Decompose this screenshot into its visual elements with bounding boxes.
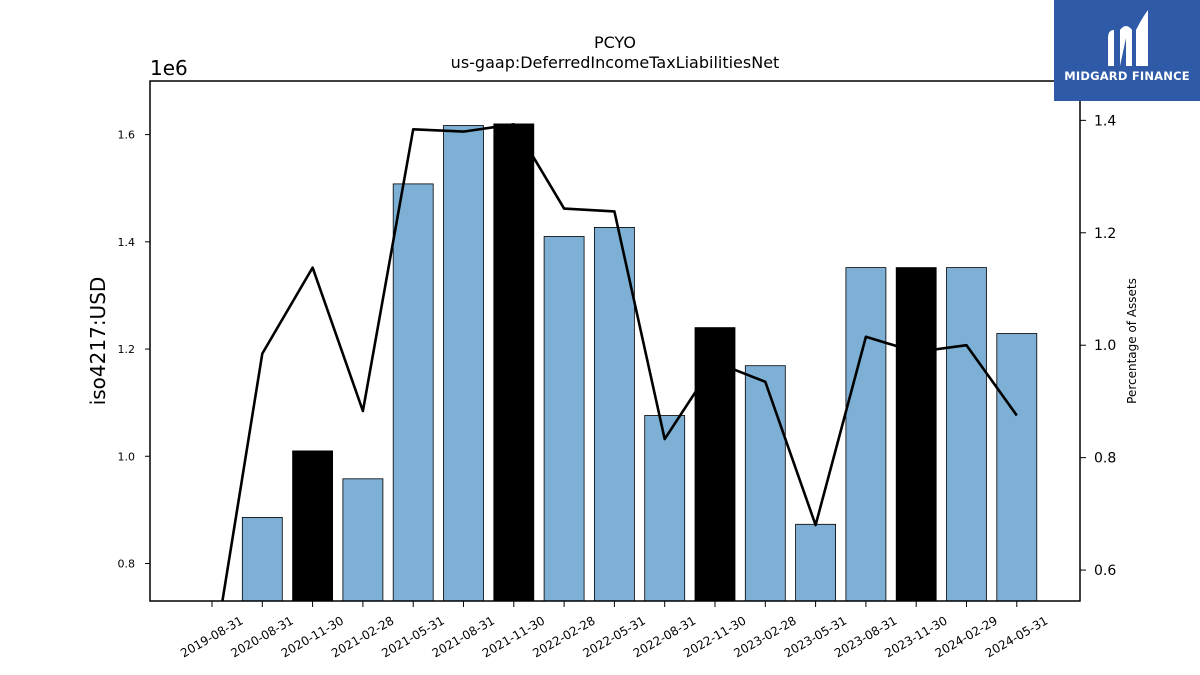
bar: [644, 415, 686, 602]
bar: [845, 267, 887, 602]
chart-title: PCYO: [594, 33, 636, 52]
bar: [392, 183, 434, 602]
bar: [241, 517, 283, 602]
bar: [996, 333, 1038, 602]
y-tick-label: 1.6: [118, 129, 136, 142]
line-group: [221, 123, 1018, 601]
bar: [443, 125, 484, 602]
bar: [744, 365, 786, 602]
y2-tick-label: 0.8: [1094, 451, 1116, 467]
chart-subtitle: us-gaap:DeferredIncomeTaxLiabilitiesNet: [451, 53, 780, 72]
midgard-finance-logo-icon: [1108, 10, 1148, 66]
y2-tick-label: 1.2: [1094, 226, 1116, 242]
y2-tick-label: 0.6: [1094, 563, 1116, 579]
y-axis-label: iso4217:USD: [86, 277, 110, 406]
bar: [895, 267, 937, 602]
bar: [946, 267, 987, 602]
y-offset-label: 1e6: [150, 56, 188, 80]
y-tick-label: 1.0: [118, 450, 136, 463]
bar: [292, 450, 334, 602]
bar: [694, 327, 736, 602]
bar: [493, 123, 535, 602]
y2-axis-label: Percentage of Assets: [1125, 278, 1139, 404]
bars-group: [241, 123, 1038, 602]
logo-badge: MIDGARD FINANCE: [1054, 0, 1200, 101]
bar: [342, 478, 384, 602]
bar: [594, 226, 635, 602]
y-tick-label: 1.2: [118, 343, 136, 356]
logo-text: MIDGARD FINANCE: [1064, 69, 1190, 83]
plot-frame: [149, 80, 1081, 602]
bar: [543, 236, 585, 602]
bar: [795, 523, 836, 602]
y-tick-label: 0.8: [118, 557, 136, 570]
y2-tick-label: 1.4: [1094, 113, 1116, 129]
y2-tick-label: 1.0: [1094, 338, 1116, 354]
y-tick-label: 1.4: [118, 236, 136, 249]
percentage-line: [221, 123, 1018, 601]
